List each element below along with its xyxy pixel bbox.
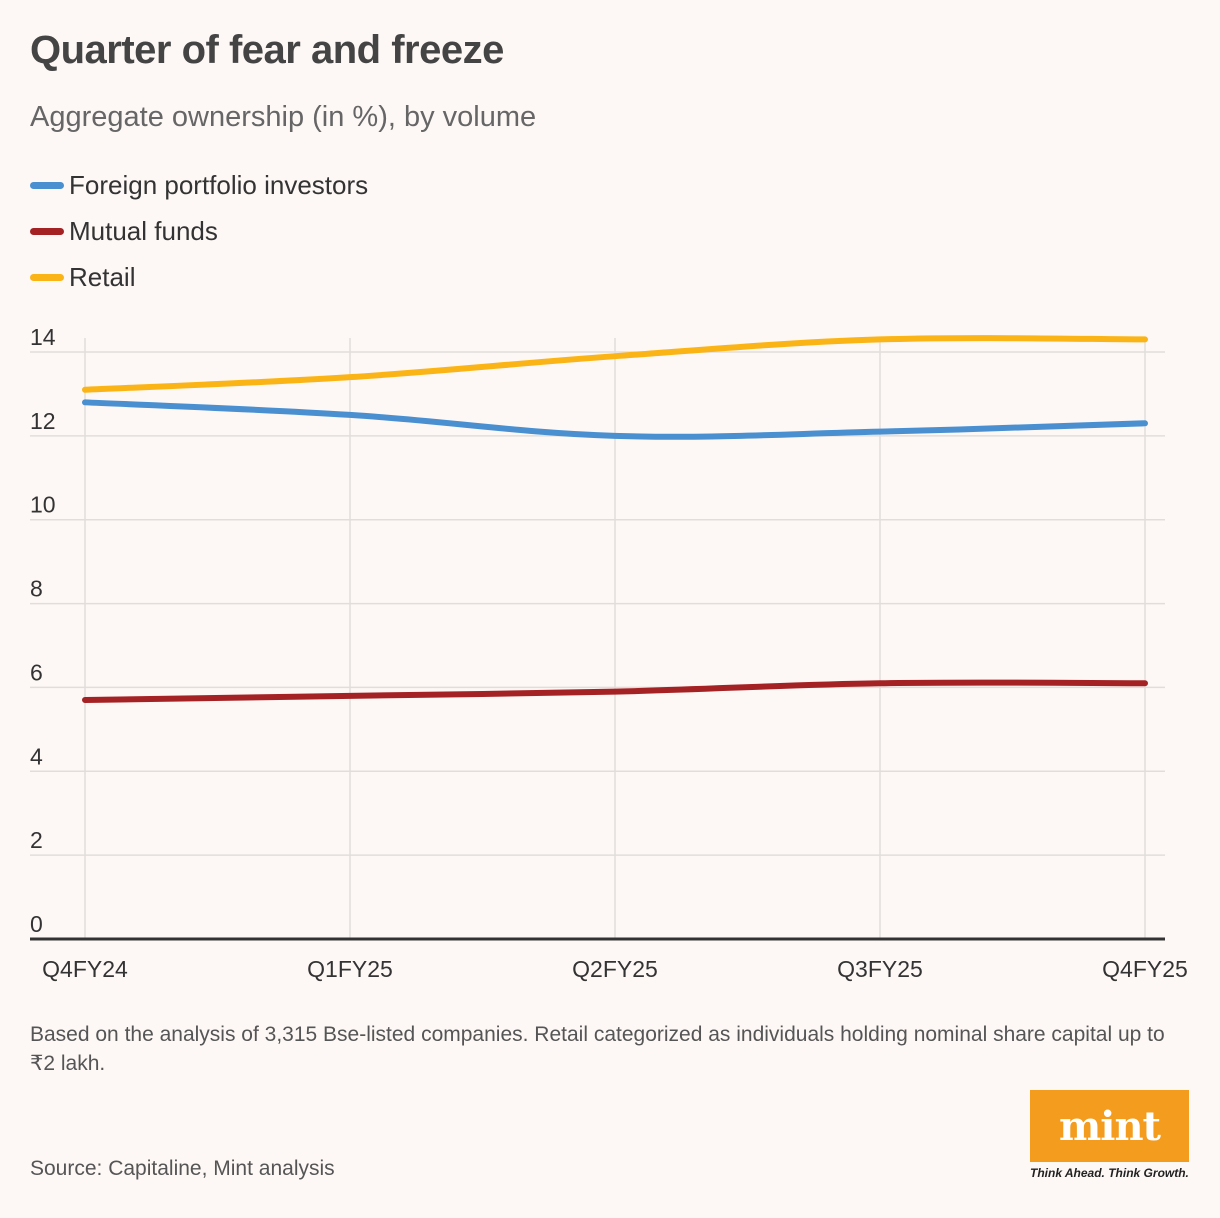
footnote: Based on the analysis of 3,315 Bse-liste… bbox=[30, 1023, 1165, 1075]
legend-swatch-fpi bbox=[30, 181, 64, 189]
y-axis-tick-labels: 0 2 4 6 8 10 12 14 bbox=[30, 324, 56, 937]
legend-swatch-mutual-funds bbox=[30, 227, 64, 235]
x-tick-label: Q4FY25 bbox=[1102, 956, 1188, 982]
legend-label-retail: Retail bbox=[69, 261, 136, 292]
chart-subtitle: Aggregate ownership (in %), by volume bbox=[30, 101, 537, 133]
x-tick-label: Q3FY25 bbox=[837, 956, 923, 982]
legend-item-retail: Retail bbox=[30, 254, 368, 300]
logo-tagline: Think Ahead. Think Growth. bbox=[1030, 1166, 1189, 1180]
x-tick-label: Q4FY24 bbox=[42, 956, 128, 982]
y-tick-label: 12 bbox=[30, 408, 56, 434]
x-tick-label: Q2FY25 bbox=[572, 956, 658, 982]
mint-logo: mint bbox=[1030, 1090, 1189, 1162]
y-tick-label: 10 bbox=[30, 492, 56, 518]
y-tick-label: 14 bbox=[30, 324, 56, 350]
series-lines bbox=[82, 335, 1148, 704]
series-line-mutual-funds bbox=[82, 679, 1148, 704]
source-note: Source: Capitaline, Mint analysis bbox=[30, 1157, 335, 1180]
legend-label-fpi: Foreign portfolio investors bbox=[69, 169, 369, 200]
logo-text: mint bbox=[1058, 1102, 1161, 1150]
series-line-fpi bbox=[82, 399, 1148, 440]
legend-item-fpi: Foreign portfolio investors bbox=[30, 162, 368, 208]
legend-swatch-retail bbox=[30, 273, 64, 281]
y-tick-label: 4 bbox=[30, 743, 43, 769]
y-tick-label: 2 bbox=[30, 827, 43, 853]
legend-item-mutual-funds: Mutual funds bbox=[30, 208, 368, 254]
x-tick-label: Q1FY25 bbox=[307, 956, 393, 982]
legend-label-mutual-funds: Mutual funds bbox=[69, 215, 218, 246]
series-line-retail bbox=[82, 335, 1148, 393]
y-tick-label: 6 bbox=[30, 659, 43, 685]
legend: Foreign portfolio investors Mutual funds… bbox=[30, 162, 368, 300]
y-tick-label: 0 bbox=[30, 911, 43, 937]
chart-title: Quarter of fear and freeze bbox=[30, 28, 504, 72]
x-axis-tick-labels: Q4FY24 Q1FY25 Q2FY25 Q3FY25 Q4FY25 bbox=[42, 956, 1188, 982]
y-tick-label: 8 bbox=[30, 576, 43, 602]
